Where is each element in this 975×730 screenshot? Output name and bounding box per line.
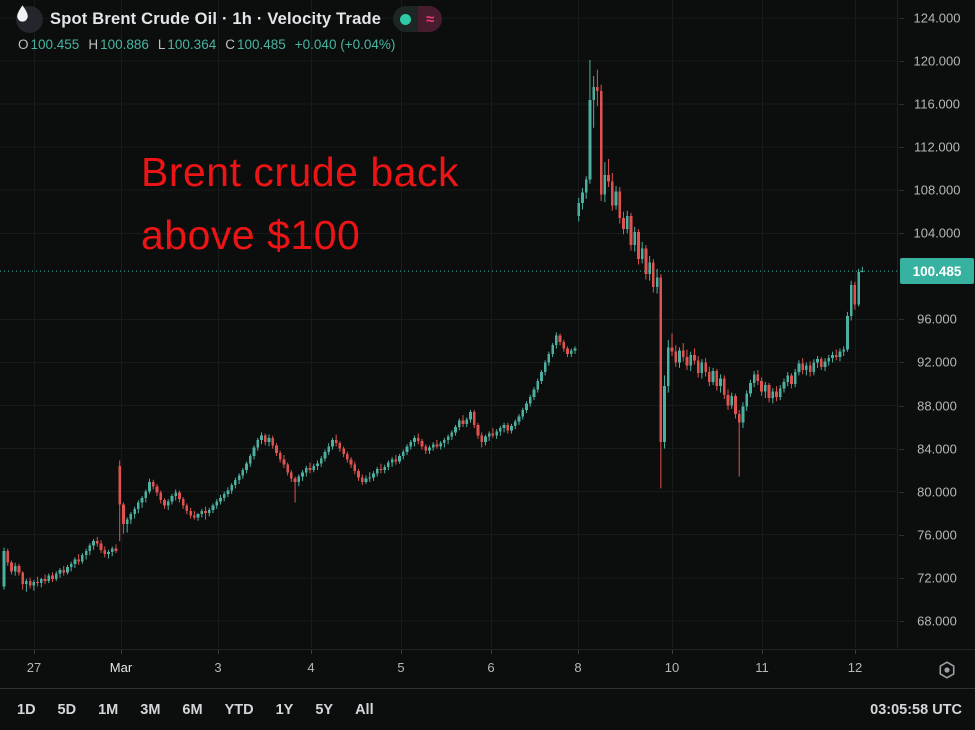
symbol-title: Spot Brent Crude Oil · 1h · Velocity Tra… xyxy=(50,9,382,28)
time-axis-label: Mar xyxy=(109,660,133,675)
price-axis-label: 84.000 xyxy=(917,441,957,457)
price-axis-tick xyxy=(899,233,904,235)
close-label: C xyxy=(225,36,235,52)
time-axis-tick xyxy=(218,650,219,654)
price-axis-tick xyxy=(899,17,904,19)
time-axis-label: 27 xyxy=(26,660,42,675)
market-open-segment[interactable] xyxy=(393,6,419,32)
price-axis-label: 112.000 xyxy=(913,139,961,155)
oil-drop-icon xyxy=(16,5,43,33)
price-axis-tick xyxy=(899,620,904,622)
price-axis-label: 92.000 xyxy=(917,354,957,370)
price-axis-tick xyxy=(899,147,904,149)
low-value: 100.364 xyxy=(167,36,217,52)
price-axis-label: 88.000 xyxy=(917,398,957,414)
axis-settings-icon[interactable] xyxy=(935,658,959,682)
range-button-1y[interactable]: 1Y xyxy=(275,702,294,718)
time-axis-label: 3 xyxy=(214,660,222,675)
range-button-5y[interactable]: 5Y xyxy=(315,702,334,718)
time-axis-tick xyxy=(855,650,856,654)
approx-segment[interactable]: ≈ xyxy=(418,6,443,32)
market-status-dot-icon xyxy=(400,13,412,25)
time-axis[interactable]: 27 Mar 3 4 5 6 8 10 11 12 xyxy=(0,649,975,689)
price-axis-label: 116.000 xyxy=(913,96,961,112)
price-axis[interactable]: 100.485 124.000 120.000 116.000 112.000 108.… xyxy=(899,0,975,648)
market-status-toggle[interactable]: ≈ xyxy=(393,6,443,32)
low-label: L xyxy=(157,36,166,52)
price-axis-tick xyxy=(899,61,904,63)
price-axis-label: 76.000 xyxy=(917,527,957,543)
time-axis-tick xyxy=(762,650,763,654)
high-label: H xyxy=(88,36,99,52)
utc-clock[interactable]: 03:05:58 UTC xyxy=(870,702,962,718)
change-value: +0.040 (+0.04%) xyxy=(294,36,396,52)
price-axis-tick xyxy=(899,491,904,493)
range-button-3m[interactable]: 3M xyxy=(140,702,161,718)
time-axis-tick xyxy=(578,650,579,654)
range-button-5d[interactable]: 5D xyxy=(57,702,77,718)
time-axis-label: 10 xyxy=(664,660,680,675)
candles-layer[interactable] xyxy=(0,0,898,648)
price-axis-tick xyxy=(899,577,904,579)
annotation-line-2: above $100 xyxy=(141,212,361,258)
price-axis-tick xyxy=(899,362,904,364)
range-button-1d[interactable]: 1D xyxy=(17,702,36,718)
time-axis-label: 6 xyxy=(487,660,495,675)
price-axis-label: 68.000 xyxy=(917,613,957,629)
price-axis-label: 120.000 xyxy=(913,53,961,69)
time-axis-label: 4 xyxy=(307,660,315,675)
price-axis-label: 104.000 xyxy=(913,225,961,241)
price-axis-label: 124.000 xyxy=(913,10,961,26)
price-axis-label: 72.000 xyxy=(917,570,957,586)
last-price-label: 100.485 xyxy=(900,258,974,285)
price-axis-tick xyxy=(899,319,904,321)
range-button-all[interactable]: All xyxy=(355,702,374,718)
time-axis-tick xyxy=(311,650,312,654)
open-value: 100.455 xyxy=(30,36,80,52)
ohlc-row: O 100.455 H 100.886 L 100.364 C 100.485 … xyxy=(18,35,442,53)
time-axis-tick xyxy=(401,650,402,654)
price-axis-tick xyxy=(899,405,904,407)
time-axis-tick xyxy=(672,650,673,654)
price-axis-label: 80.000 xyxy=(917,484,957,500)
date-range-buttons: 1D 5D 1M 3M 6M YTD 1Y 5Y All xyxy=(17,702,374,718)
time-axis-label: 5 xyxy=(397,660,405,675)
high-value: 100.886 xyxy=(100,36,149,52)
range-button-6m[interactable]: 6M xyxy=(182,702,203,718)
annotation-line-1: Brent crude back xyxy=(141,149,459,195)
price-axis-tick xyxy=(899,190,904,192)
time-axis-tick xyxy=(491,650,492,654)
open-label: O xyxy=(18,36,29,52)
candlestick-chart[interactable]: Spot Brent Crude Oil · 1h · Velocity Tra… xyxy=(0,0,898,648)
time-axis-label: 8 xyxy=(574,660,582,675)
time-axis-label: 11 xyxy=(755,660,769,675)
price-axis-label: 96.000 xyxy=(917,311,957,327)
range-button-1m[interactable]: 1M xyxy=(98,702,119,718)
range-button-ytd[interactable]: YTD xyxy=(224,702,254,718)
price-axis-tick xyxy=(899,534,904,536)
close-value: 100.485 xyxy=(236,36,286,52)
time-axis-tick xyxy=(34,650,35,654)
text-annotation[interactable]: Brent crude back above $100 xyxy=(141,141,459,267)
approx-icon: ≈ xyxy=(426,10,435,28)
price-axis-tick xyxy=(899,448,904,450)
price-axis-tick xyxy=(899,104,904,106)
chart-header: Spot Brent Crude Oil · 1h · Velocity Tra… xyxy=(16,5,443,53)
price-axis-label: 108.000 xyxy=(913,182,961,198)
time-axis-tick xyxy=(121,650,122,654)
bottom-toolbar: 1D 5D 1M 3M 6M YTD 1Y 5Y All 03:05:58 UTC xyxy=(0,690,975,730)
time-axis-label: 12 xyxy=(847,660,863,675)
